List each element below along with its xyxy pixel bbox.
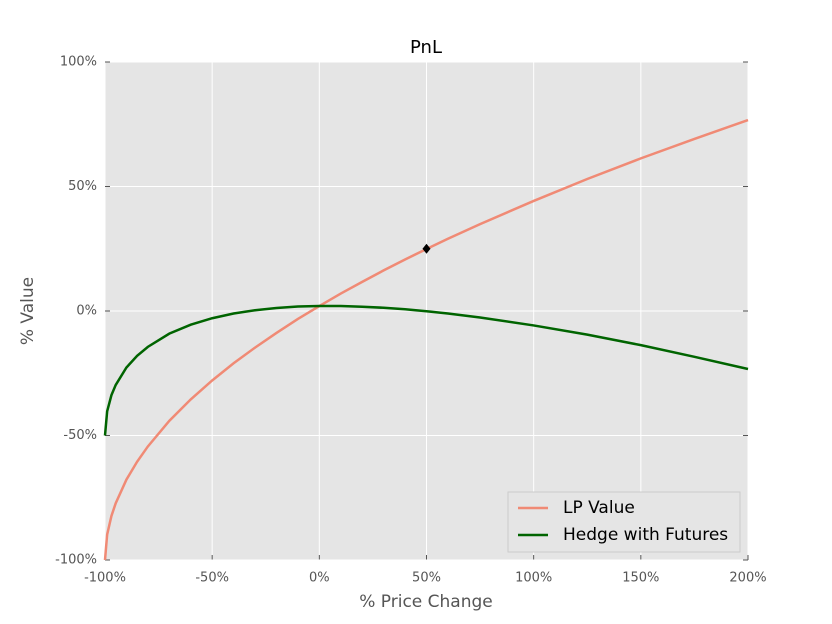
x-tick-label: 100% [515, 571, 552, 586]
x-axis-title: % Price Change [359, 592, 493, 612]
chart-title: PnL [410, 37, 442, 58]
y-tick-label: 100% [60, 55, 97, 70]
x-tick-label: -100% [84, 571, 126, 586]
x-tick-label: 150% [622, 571, 659, 586]
series-line [103, 118, 749, 561]
legend-label: LP Value [563, 498, 635, 518]
x-tick-label: 50% [412, 571, 441, 586]
y-axis-title: % Value [18, 277, 38, 345]
series-line [103, 304, 749, 436]
x-tick-label: 200% [729, 571, 766, 586]
y-tick-label: -50% [63, 428, 97, 443]
legend-label: Hedge with Futures [563, 525, 728, 545]
point-marker [422, 243, 431, 254]
y-tick-label: 50% [68, 179, 97, 194]
x-tick-label: 0% [309, 571, 330, 586]
y-tick-label: 0% [76, 304, 97, 319]
legend-box [507, 491, 741, 553]
x-tick-label: -50% [195, 571, 229, 586]
y-tick-label: -100% [55, 553, 97, 568]
